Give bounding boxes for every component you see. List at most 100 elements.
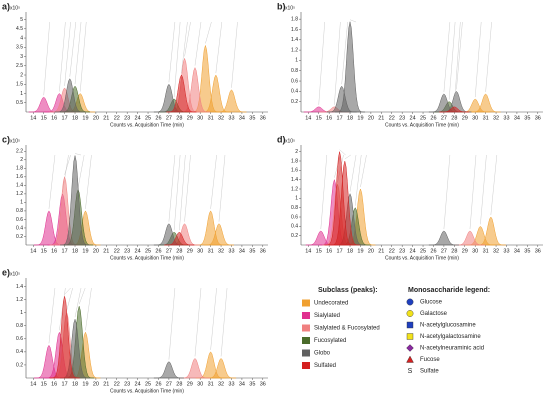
legend-symbol: S [408,368,413,375]
annotation-leader [480,154,487,225]
annotation-leader [210,154,217,209]
x-tick-label: 25 [145,381,151,387]
x-tick-label: 34 [239,248,245,254]
peak [164,231,195,246]
annotation-leader [355,154,362,206]
x-tick-label: 28 [451,248,457,254]
legend-symbol [406,310,414,317]
x-tick-label: 23 [124,248,130,254]
annotation-leader [490,154,497,216]
panel-label: c) [2,134,10,144]
annotation-leader [485,21,492,92]
x-tick-label: 23 [124,115,130,121]
x-tick-label: 32 [218,115,224,121]
x-tick-label: 30 [472,248,478,254]
x-tick-label: 22 [389,248,395,254]
x-tick-label: 27 [166,248,172,254]
x-tick-label: 14 [305,115,311,121]
x-tick-label: 31 [483,115,489,121]
annotation-leader [78,154,85,188]
y-scale-label: x10⁵ [10,138,20,144]
y-tick-label: 0.4 [291,89,298,95]
x-tick-label: 30 [197,115,203,121]
x-tick-label: 24 [135,381,141,387]
annotation-leader [168,154,176,222]
x-tick-label: 20 [368,115,374,121]
peak [54,78,86,113]
x-tick-label: 21 [103,248,109,254]
annotation-leader [66,287,73,311]
legend-label: Fucose [420,357,440,363]
legend-symbol [406,321,414,329]
annotation-leader [210,287,217,350]
legend-title: Monosaccharide legend: [408,287,490,294]
x-tick-label: 17 [62,248,68,254]
y-tick-label: 0.6 [291,214,298,220]
x-tick-label: 36 [260,381,266,387]
x-tick-label: 19 [357,115,363,121]
y-tick-label: 1.2 [291,186,298,192]
panel-label: d) [277,134,286,144]
annotation-leader [344,154,351,160]
peak [334,21,366,113]
x-tick-label: 22 [114,248,120,254]
legend-label: Undecorated [314,301,348,307]
y-tick-label: 1 [20,91,23,97]
y-tick-label: 1.4 [291,177,298,183]
annotation-leader [443,21,451,92]
x-tick-label: 16 [51,248,57,254]
x-tick-label: 15 [316,248,322,254]
annotation-leader [59,21,66,92]
x-tick-label: 25 [420,248,426,254]
annotation-leader [85,154,92,209]
y-tick-label: 2.2 [16,149,23,155]
y-tick-label: 1.2 [16,297,23,303]
x-tick-label: 16 [326,248,332,254]
x-tick-label: 15 [41,115,47,121]
x-tick-label: 17 [337,248,343,254]
legend-label: Sulfate [420,369,439,375]
x-tick-label: 20 [93,115,99,121]
x-tick-label: 30 [197,248,203,254]
annotation-leader [181,21,188,74]
legend-swatch [302,362,310,369]
y-tick-label: 3 [20,54,23,60]
x-tick-label: 19 [82,115,88,121]
peak [59,155,91,246]
annotation-leader [469,154,477,230]
y-tick-label: 1.2 [16,191,23,197]
annotation-leader [318,21,325,105]
x-tick-label: 19 [82,248,88,254]
x-tick-label: 22 [114,115,120,121]
panel-label: e) [2,267,10,277]
annotation-leader [64,21,71,86]
y-tick-label: 0.6 [291,78,298,84]
legend-title: Subclass (peaks): [318,287,378,294]
peak [454,230,486,246]
x-tick-label: 30 [197,381,203,387]
x-tick-label: 24 [410,115,416,121]
legend-symbol [406,344,414,352]
x-tick-label: 35 [249,248,255,254]
x-tick-label: 35 [249,115,255,121]
x-tick-label: 33 [228,381,234,387]
x-tick-label: 24 [135,248,141,254]
legend-swatch [302,337,310,344]
y-tick-label: 1.4 [16,284,23,290]
x-tick-label: 31 [483,248,489,254]
x-tick-label: 18 [72,248,78,254]
annotation-leader [179,154,186,231]
annotation-leader [80,21,87,92]
annotation-leader [59,287,66,331]
y-tick-label: 1.8 [16,166,23,172]
x-tick-label: 33 [228,248,234,254]
x-tick-label: 14 [30,248,36,254]
annotation-leader [475,21,482,98]
x-tick-label: 29 [462,248,468,254]
x-tick-label: 32 [218,381,224,387]
y-tick-label: 1.4 [16,183,23,189]
y-scale-label: x10⁵ [10,5,20,11]
legend-symbol [406,355,414,363]
x-tick-label: 36 [260,115,266,121]
legend-swatch [302,312,310,319]
